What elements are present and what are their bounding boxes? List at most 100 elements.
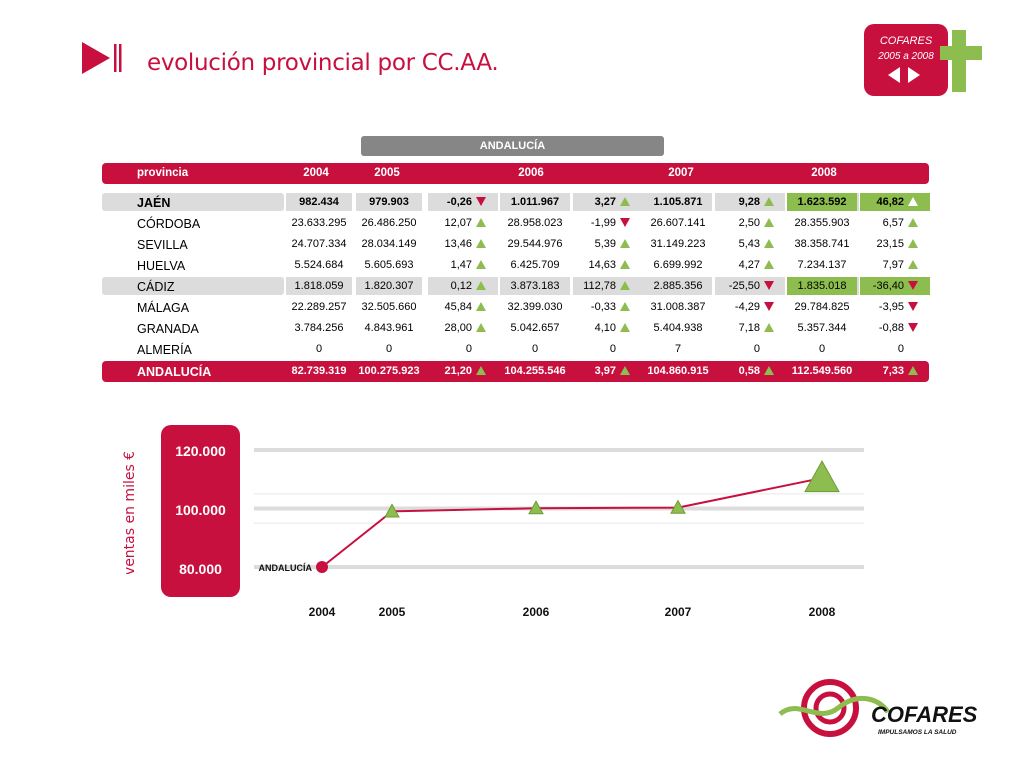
y-axis-label: ventas en miles €: [122, 452, 138, 574]
cell-2007: 5.404.938: [653, 322, 703, 334]
up-triangle-icon: [620, 197, 630, 206]
cell-2007: 7: [674, 343, 682, 355]
cell-2008: 1.623.592: [797, 196, 847, 208]
badge-line1: COFARES: [880, 35, 933, 47]
cell-2005: 0: [385, 343, 393, 355]
cell-2008: 29.784.825: [794, 301, 850, 313]
series-line: [321, 477, 823, 568]
cell-2007: 104.860.915: [647, 365, 709, 377]
row-province: GRANADA: [137, 322, 199, 336]
row-province: ANDALUCÍA: [137, 365, 212, 379]
up-triangle-icon: [764, 323, 774, 332]
cell-2006: 3.873.183: [510, 280, 560, 292]
series-label: ANDALUCÍA: [259, 563, 313, 573]
pct-2005: 0,12: [450, 280, 472, 292]
data-point: [316, 561, 328, 573]
cell-2005: 5.605.693: [364, 259, 414, 271]
cell-2006: 6.425.709: [510, 259, 560, 271]
pct-2007: -25,50: [728, 280, 760, 292]
cell-2005: 1.820.307: [364, 280, 414, 292]
y-tick-label: 120.000: [175, 443, 226, 459]
up-triangle-icon: [476, 239, 486, 248]
pct-2007: -4,29: [734, 301, 760, 313]
table-row: JAÉN 982.434 979.903 -0,26 1.011.967 3,2…: [102, 192, 930, 213]
row-province: MÁLAGA: [137, 301, 190, 315]
table-row: GRANADA 3.784.256 4.843.961 28,00 5.042.…: [102, 318, 929, 339]
x-tick-label: 2005: [378, 605, 406, 619]
pct-2005: 12,07: [444, 217, 472, 229]
region-bar: ANDALUCÍA: [361, 136, 664, 156]
up-triangle-icon: [908, 239, 918, 248]
cell-2005: 32.505.660: [361, 301, 417, 313]
pct-2008: 6,57: [882, 217, 904, 229]
up-triangle-icon: [620, 366, 630, 375]
down-triangle-icon: [764, 281, 774, 290]
pct-2005: 13,46: [444, 238, 472, 250]
cell-2006: 104.255.546: [504, 365, 566, 377]
pct-2008: 23,15: [876, 238, 904, 250]
cell-2004: 3.784.256: [294, 322, 344, 334]
cell-2008: 28.355.903: [794, 217, 850, 229]
pct-2005: 1,47: [450, 259, 472, 271]
row-province: CÓRDOBA: [137, 217, 201, 231]
up-triangle-icon: [764, 218, 774, 227]
cell-2008: 7.234.137: [797, 259, 847, 271]
data-point: [528, 500, 544, 515]
pct-2008: -0,88: [878, 322, 904, 334]
cell-2006: 28.958.023: [507, 217, 563, 229]
up-triangle-icon: [908, 260, 918, 269]
x-tick-label: 2004: [308, 605, 336, 619]
up-triangle-icon: [620, 302, 630, 311]
y-axis-box: [161, 425, 240, 597]
cell-2004: 22.289.257: [291, 301, 347, 313]
up-triangle-icon: [908, 218, 918, 227]
pct-2006: 3,27: [594, 196, 616, 208]
down-triangle-icon: [908, 281, 918, 290]
green-cross-icon: [940, 30, 982, 92]
pct-2006: 112,78: [583, 280, 616, 292]
cell-2004: 82.739.319: [291, 365, 347, 377]
col-provincia: provincia: [137, 167, 189, 179]
cell-2008: 112.549.560: [791, 365, 853, 377]
up-triangle-icon: [476, 281, 486, 290]
cell-2007: 6.699.992: [653, 259, 703, 271]
up-triangle-icon: [764, 197, 774, 206]
up-triangle-icon: [764, 239, 774, 248]
cofares-logo: COFARES IMPULSAMOS LA SALUD: [778, 679, 978, 737]
cell-2008: 5.357.344: [797, 322, 847, 334]
table-body: JAÉN 982.434 979.903 -0,26 1.011.967 3,2…: [102, 192, 930, 360]
pct-2007: 0,58: [738, 365, 760, 377]
pct-2006: 3,97: [594, 365, 616, 377]
up-triangle-icon: [764, 260, 774, 269]
cell-2006: 0: [531, 343, 539, 355]
pct-2007: 2,50: [738, 217, 760, 229]
pct-2008: 0: [897, 343, 904, 355]
pct-2008: 7,33: [882, 365, 904, 377]
table-header: provincia 2004 2005 2006 2007 2008: [102, 163, 929, 184]
x-tick-label: 2008: [808, 605, 836, 619]
cell-2004: 1.818.059: [294, 280, 344, 292]
data-point: [804, 460, 840, 493]
cell-2005: 28.034.149: [361, 238, 417, 250]
play-next-icon: [82, 42, 122, 74]
total-row: ANDALUCÍA 82.739.319 100.275.923 21,20 1…: [102, 361, 929, 382]
sales-line-chart: ANDALUCÍA: [254, 448, 864, 573]
down-triangle-icon: [908, 323, 918, 332]
table-row: HUELVA 5.524.684 5.605.693 1,47 6.425.70…: [102, 255, 929, 276]
up-triangle-icon: [476, 323, 486, 332]
x-tick-label: 2006: [522, 605, 550, 619]
pct-2006: -0,33: [590, 301, 616, 313]
pct-2007: 9,28: [738, 196, 760, 208]
col-2007: 2007: [668, 167, 694, 179]
cell-2006: 1.011.967: [510, 196, 560, 208]
up-triangle-icon: [908, 366, 918, 375]
pct-2007: 5,43: [738, 238, 760, 250]
cell-2008: 0: [818, 343, 826, 355]
down-triangle-icon: [764, 302, 774, 311]
pct-2006: 4,10: [594, 322, 616, 334]
pct-2008: -36,40: [872, 280, 904, 292]
prev-arrow-icon: [888, 67, 900, 83]
cell-2007: 31.008.387: [650, 301, 706, 313]
cell-2005: 100.275.923: [358, 365, 420, 377]
cell-2006: 32.399.030: [507, 301, 563, 313]
